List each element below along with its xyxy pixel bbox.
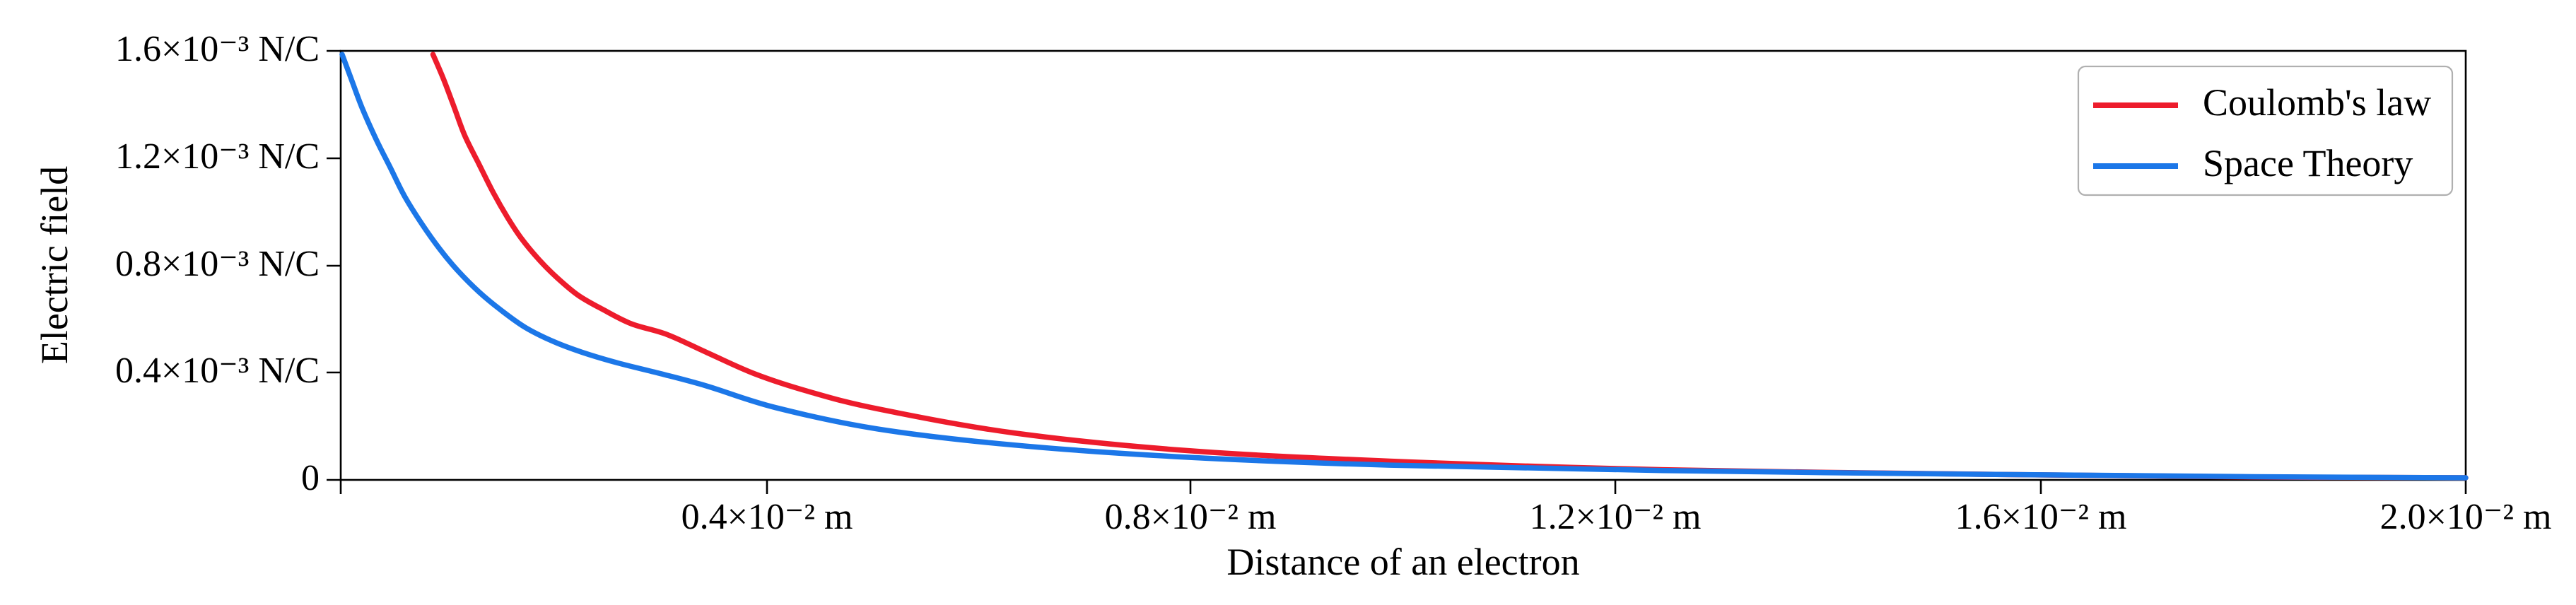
svg-text:0: 0 bbox=[301, 458, 320, 498]
svg-text:1.2×10⁻³ N/C: 1.2×10⁻³ N/C bbox=[115, 136, 320, 177]
svg-text:0.8×10⁻³ N/C: 0.8×10⁻³ N/C bbox=[115, 244, 320, 284]
svg-text:2.0×10⁻² m: 2.0×10⁻² m bbox=[2380, 497, 2552, 537]
svg-text:1.6×10⁻² m: 1.6×10⁻² m bbox=[1955, 497, 2127, 537]
svg-text:Coulomb's law: Coulomb's law bbox=[2203, 81, 2431, 124]
svg-text:Distance of an electron: Distance of an electron bbox=[1226, 541, 1579, 583]
svg-text:0.8×10⁻² m: 0.8×10⁻² m bbox=[1105, 497, 1277, 537]
svg-text:Electric field: Electric field bbox=[33, 166, 76, 364]
svg-text:0.4×10⁻³ N/C: 0.4×10⁻³ N/C bbox=[115, 351, 320, 391]
svg-text:1.2×10⁻² m: 1.2×10⁻² m bbox=[1530, 497, 1702, 537]
svg-text:0.4×10⁻² m: 0.4×10⁻² m bbox=[681, 497, 853, 537]
svg-text:1.6×10⁻³ N/C: 1.6×10⁻³ N/C bbox=[115, 29, 320, 69]
svg-text:Space Theory: Space Theory bbox=[2203, 142, 2413, 184]
